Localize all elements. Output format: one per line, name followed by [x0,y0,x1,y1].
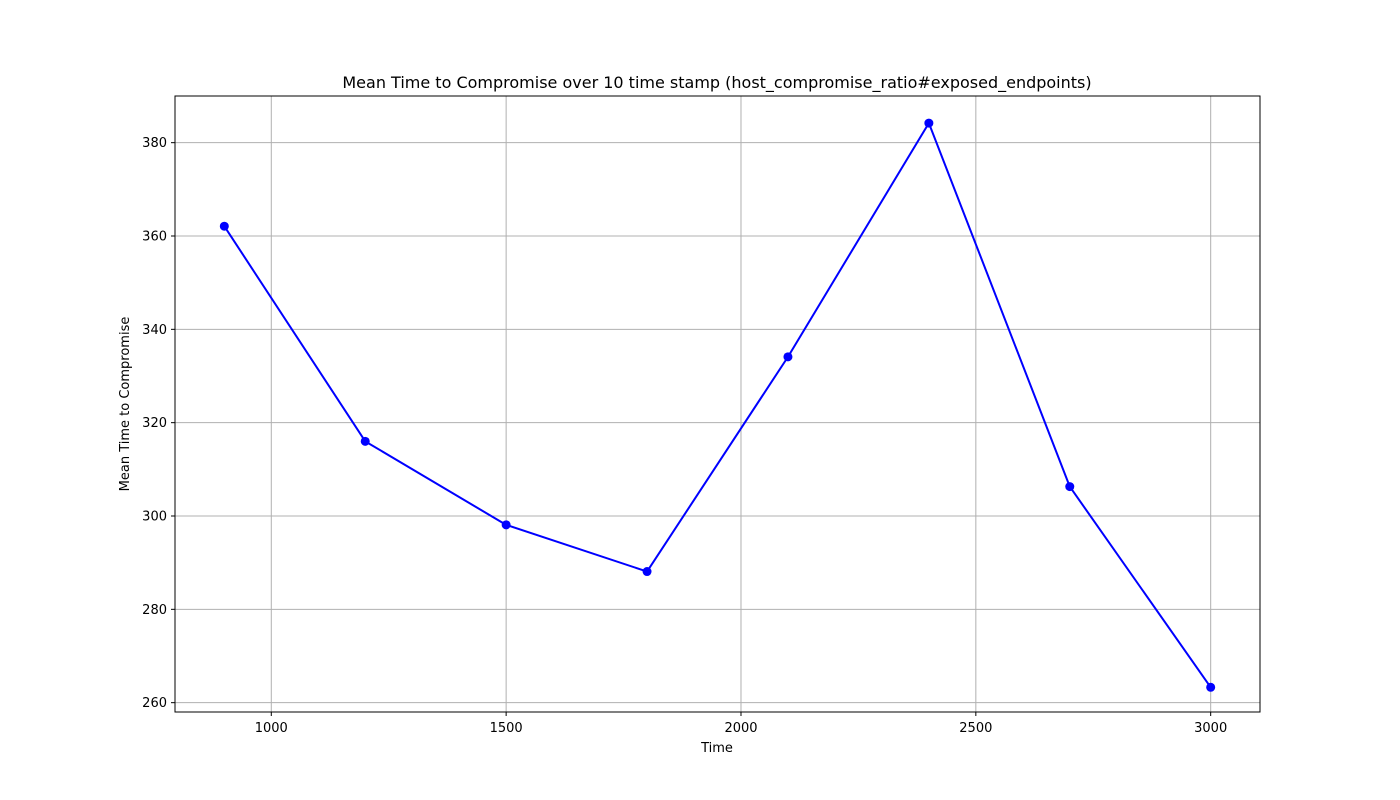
data-point [924,118,934,128]
y-tick-label: 360 [142,230,167,245]
data-point [642,567,652,577]
y-tick-label: 320 [142,416,167,431]
series-layer [219,118,1216,692]
x-axis-label: Time [700,741,733,756]
x-tick-label: 2000 [724,721,757,736]
data-point [360,436,370,446]
x-tick-label: 3000 [1194,721,1227,736]
y-axis-label: Mean Time to Compromise [118,317,133,492]
y-tick-label: 340 [142,323,167,338]
y-tick-label: 380 [142,136,167,151]
x-tick-label: 1000 [255,721,288,736]
y-tick-label: 300 [142,510,167,525]
plot-frame [174,95,1261,713]
x-axis: 1000 1500 2000 2500 3000 [255,712,1227,736]
series-line [223,122,1212,688]
x-tick-label: 1500 [490,721,523,736]
data-point [1065,482,1075,492]
y-tick-label: 280 [142,603,167,618]
y-tick-label: 260 [142,696,167,711]
data-point [783,352,793,362]
chart-title: Mean Time to Compromise over 10 time sta… [342,73,1091,93]
y-axis: 260 280 300 320 340 360 380 [142,136,175,711]
data-point [219,221,229,231]
data-point [501,520,511,530]
x-tick-label: 2500 [959,721,992,736]
grid-lines [175,96,1260,712]
data-point [1206,682,1216,692]
